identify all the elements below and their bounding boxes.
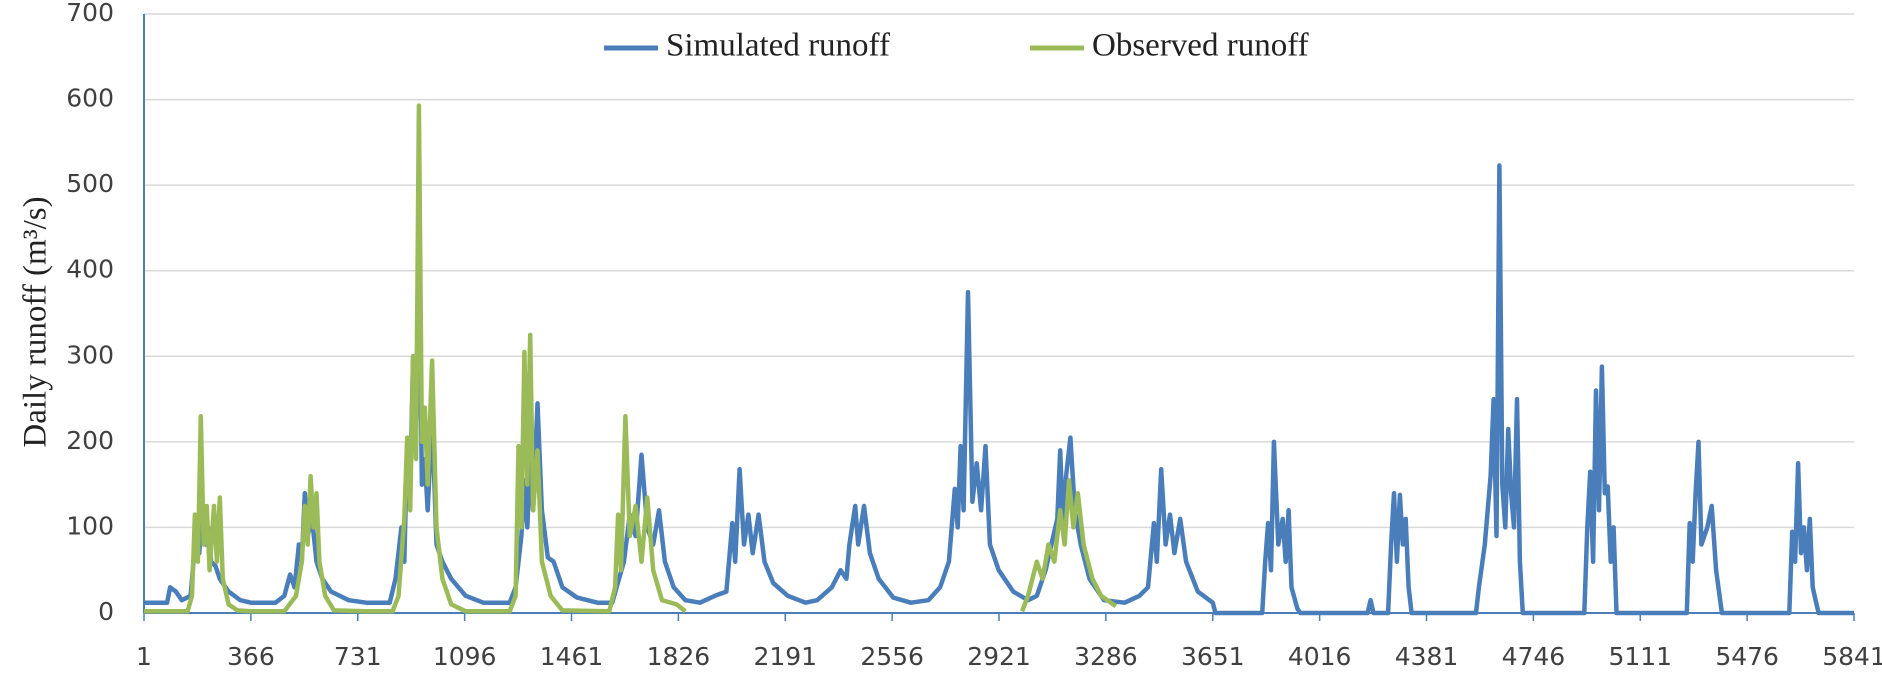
y-tick-label: 500 [66,169,114,198]
legend-label: Observed runoff [1092,28,1309,64]
x-tick-label: 731 [334,642,382,671]
x-tick-label: 5476 [1715,642,1779,671]
x-tick-label: 1 [136,642,152,671]
y-tick-label: 400 [66,255,114,284]
x-tick-label: 2556 [860,642,924,671]
x-tick-label: 1461 [540,642,604,671]
x-tick-label: 1096 [433,642,497,671]
y-tick-label: 600 [66,84,114,113]
x-tick-label: 366 [227,642,275,671]
y-tick-label: 700 [66,0,114,27]
x-tick-label: 4381 [1395,642,1459,671]
y-axis-label: Daily runoff (m³/s) [18,196,54,447]
x-tick-label: 3651 [1181,642,1245,671]
y-tick-label: 100 [66,511,114,540]
x-tick-label: 3286 [1074,642,1138,671]
y-tick-label: 300 [66,340,114,369]
x-tick-label: 4746 [1502,642,1566,671]
x-tick-label: 5841 [1822,642,1882,671]
y-tick-label: 0 [98,597,114,626]
legend-label: Simulated runoff [666,28,890,64]
x-tick-label: 5111 [1608,642,1672,671]
x-tick-label: 2921 [967,642,1031,671]
series-line [144,103,1118,614]
x-tick-label: 4016 [1288,642,1352,671]
y-tick-label: 200 [66,426,114,455]
x-tick-label: 1826 [647,642,711,671]
x-tick-label: 2191 [753,642,817,671]
